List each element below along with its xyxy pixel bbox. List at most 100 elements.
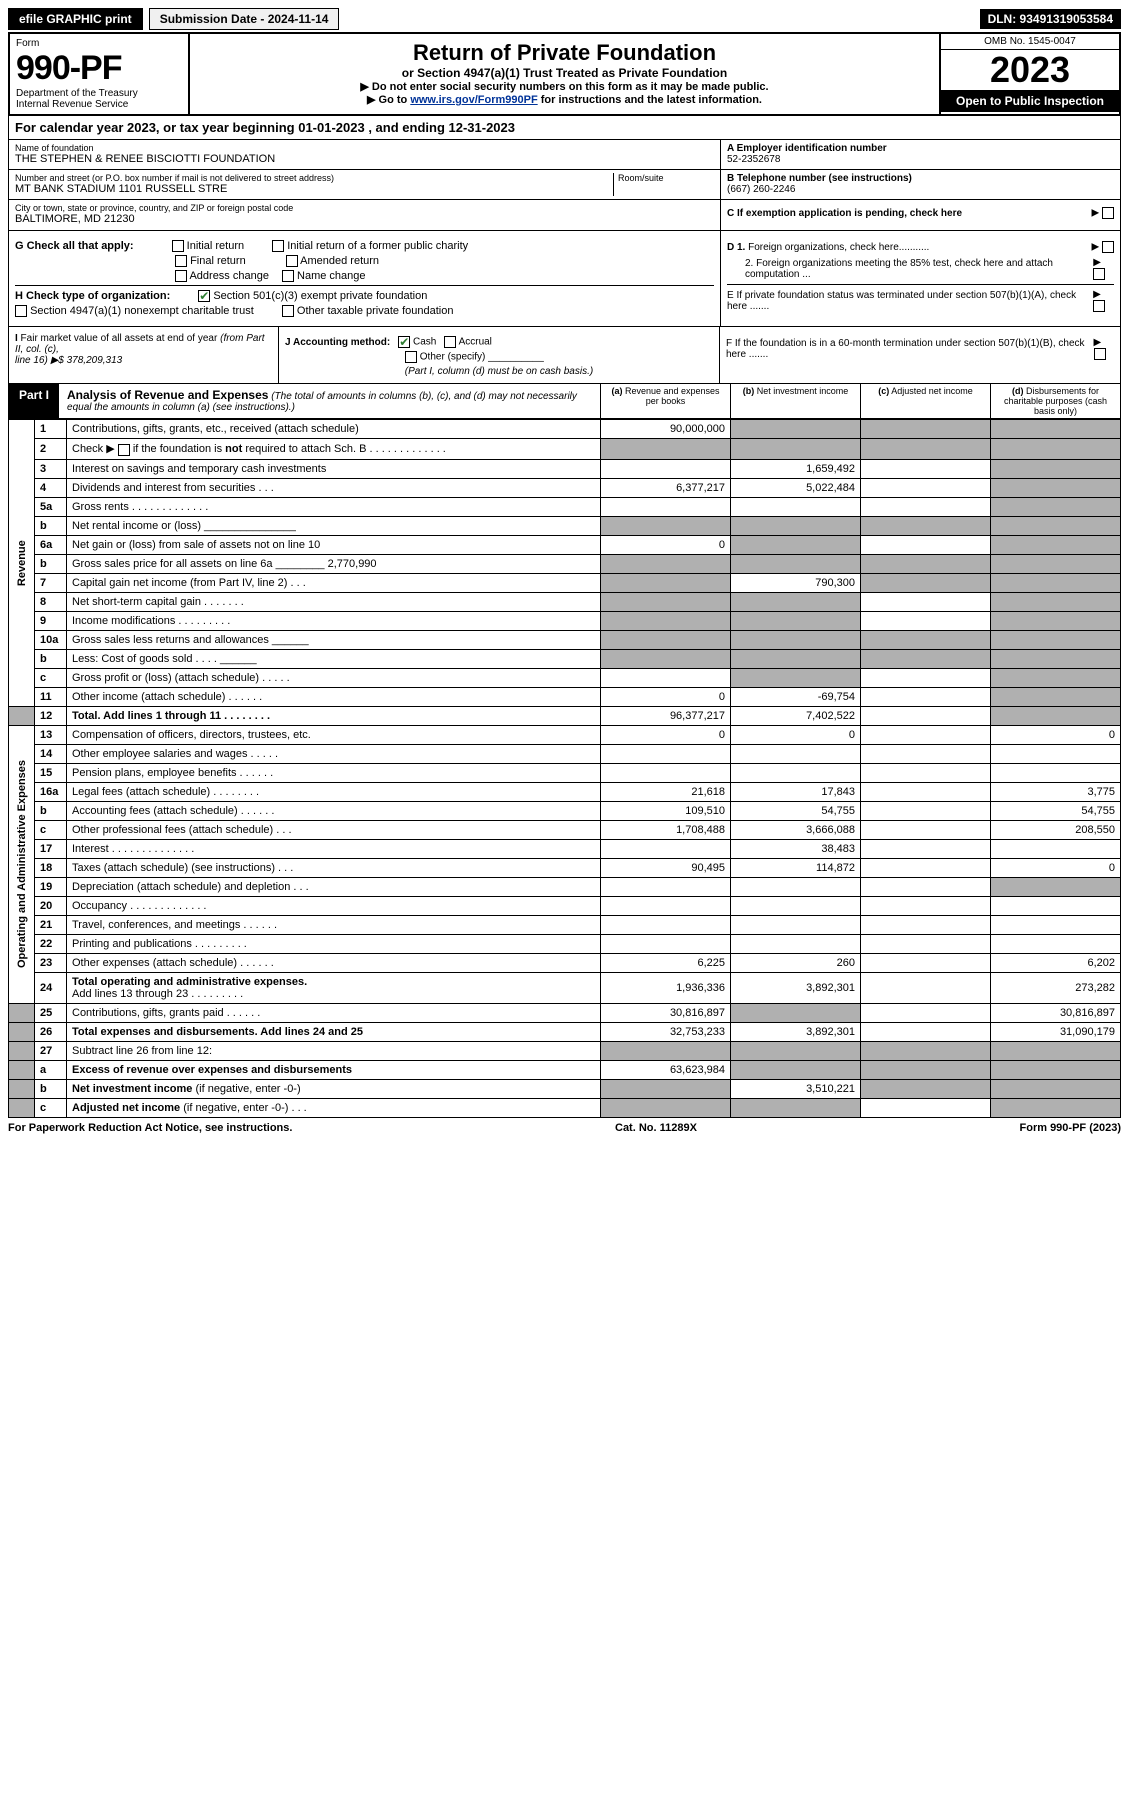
initial-return-checkbox[interactable] (172, 240, 184, 252)
line-10a-desc: Gross sales less returns and allowances … (67, 630, 601, 649)
table-row: 8 Net short-term capital gain . . . . . … (9, 592, 1121, 611)
col-b-head: (b) Net investment income (730, 384, 860, 418)
line-1-a: 90,000,000 (601, 420, 731, 439)
final-return-label: Final return (190, 255, 246, 267)
501c3-checkbox[interactable] (198, 290, 210, 302)
line-20-desc: Occupancy . . . . . . . . . . . . . (67, 896, 601, 915)
e-checkbox[interactable] (1093, 300, 1105, 312)
instr-2: ▶ Go to www.irs.gov/Form990PF for instru… (196, 93, 933, 106)
accrual-checkbox[interactable] (444, 336, 456, 348)
identity-section: Name of foundation THE STEPHEN & RENEE B… (8, 140, 1121, 231)
exemption-checkbox[interactable] (1102, 207, 1114, 219)
line-26-a: 32,753,233 (601, 1022, 731, 1041)
f-label: F If the foundation is in a 60-month ter… (726, 338, 1094, 360)
line-19-desc: Depreciation (attach schedule) and deple… (67, 877, 601, 896)
line-7-b: 790,300 (731, 573, 861, 592)
table-row: Operating and Administrative Expenses 13… (9, 725, 1121, 744)
table-row: 18 Taxes (attach schedule) (see instruct… (9, 858, 1121, 877)
line-1-b (731, 420, 861, 439)
dept-treasury: Department of the Treasury (16, 88, 182, 99)
other-method-checkbox[interactable] (405, 351, 417, 363)
name-change-checkbox[interactable] (282, 270, 294, 282)
line-14-desc: Other employee salaries and wages . . . … (67, 744, 601, 763)
efile-button[interactable]: efile GRAPHIC print (8, 8, 143, 30)
d2-checkbox[interactable] (1093, 268, 1105, 280)
line-25-d: 30,816,897 (991, 1003, 1121, 1022)
line-6a-a: 0 (601, 535, 731, 554)
line-3-b: 1,659,492 (731, 459, 861, 478)
line-27a-a: 63,623,984 (601, 1060, 731, 1079)
table-row: 24 Total operating and administrative ex… (9, 972, 1121, 1003)
table-row: 14 Other employee salaries and wages . .… (9, 744, 1121, 763)
other-taxable-label: Other taxable private foundation (297, 305, 454, 317)
phone-label: B Telephone number (see instructions) (727, 173, 1114, 184)
line-4-b: 5,022,484 (731, 478, 861, 497)
line-24-d: 273,282 (991, 972, 1121, 1003)
part1-table: Revenue 1 Contributions, gifts, grants, … (8, 419, 1121, 1117)
line-3-desc: Interest on savings and temporary cash i… (67, 459, 601, 478)
line-23-d: 6,202 (991, 953, 1121, 972)
form-title: Return of Private Foundation (196, 40, 933, 66)
top-bar: efile GRAPHIC print Submission Date - 20… (8, 8, 1121, 30)
line-16b-b: 54,755 (731, 801, 861, 820)
line-16a-b: 17,843 (731, 782, 861, 801)
line-25-a: 30,816,897 (601, 1003, 731, 1022)
d1-checkbox[interactable] (1102, 241, 1114, 253)
table-row: 22 Printing and publications . . . . . .… (9, 934, 1121, 953)
initial-return-label: Initial return (187, 240, 244, 252)
table-row: Revenue 1 Contributions, gifts, grants, … (9, 420, 1121, 439)
line-23-b: 260 (731, 953, 861, 972)
table-row: 19 Depreciation (attach schedule) and de… (9, 877, 1121, 896)
i-label: I Fair market value of all assets at end… (15, 333, 272, 355)
line-22-desc: Printing and publications . . . . . . . … (67, 934, 601, 953)
room-label: Room/suite (618, 173, 714, 183)
table-row: a Excess of revenue over expenses and di… (9, 1060, 1121, 1079)
expenses-side-label: Operating and Administrative Expenses (9, 725, 35, 1003)
submission-date-button[interactable]: Submission Date - 2024-11-14 (149, 8, 340, 30)
form-word: Form (16, 38, 182, 49)
amended-return-checkbox[interactable] (286, 255, 298, 267)
line-5a-desc: Gross rents . . . . . . . . . . . . . (67, 497, 601, 516)
exemption-checkbox-group: ▶ (1092, 207, 1114, 219)
form-header: Form 990-PF Department of the Treasury I… (8, 32, 1121, 116)
table-row: 21 Travel, conferences, and meetings . .… (9, 915, 1121, 934)
foundation-name: THE STEPHEN & RENEE BISCIOTTI FOUNDATION (15, 153, 714, 165)
table-row: 26 Total expenses and disbursements. Add… (9, 1022, 1121, 1041)
table-row: b Net investment income (if negative, en… (9, 1079, 1121, 1098)
address-change-checkbox[interactable] (175, 270, 187, 282)
other-taxable-checkbox[interactable] (282, 305, 294, 317)
line-2-desc: Check ▶ if the foundation is not require… (67, 439, 601, 459)
line-1-num: 1 (35, 420, 67, 439)
city-label: City or town, state or province, country… (15, 203, 714, 213)
line-18-desc: Taxes (attach schedule) (see instruction… (67, 858, 601, 877)
dln-label: DLN: 93491319053584 (980, 9, 1121, 29)
table-row: 11 Other income (attach schedule) . . . … (9, 687, 1121, 706)
line-16b-desc: Accounting fees (attach schedule) . . . … (67, 801, 601, 820)
table-row: 15 Pension plans, employee benefits . . … (9, 763, 1121, 782)
line-9-desc: Income modifications . . . . . . . . . (67, 611, 601, 630)
table-row: 5a Gross rents . . . . . . . . . . . . . (9, 497, 1121, 516)
line-10c-desc: Gross profit or (loss) (attach schedule)… (67, 668, 601, 687)
table-row: 6a Net gain or (loss) from sale of asset… (9, 535, 1121, 554)
table-row: 17 Interest . . . . . . . . . . . . . . … (9, 839, 1121, 858)
schb-checkbox[interactable] (118, 444, 130, 456)
4947-checkbox[interactable] (15, 305, 27, 317)
table-row: 23 Other expenses (attach schedule) . . … (9, 953, 1121, 972)
initial-former-checkbox[interactable] (272, 240, 284, 252)
address-change-label: Address change (189, 270, 269, 282)
irs-link[interactable]: www.irs.gov/Form990PF (410, 94, 537, 106)
table-row: 16a Legal fees (attach schedule) . . . .… (9, 782, 1121, 801)
table-row: 3 Interest on savings and temporary cash… (9, 459, 1121, 478)
table-row: c Adjusted net income (if negative, ente… (9, 1098, 1121, 1117)
line-13-d: 0 (991, 725, 1121, 744)
cash-checkbox[interactable] (398, 336, 410, 348)
h-label: H Check type of organization: (15, 290, 170, 302)
instr2-pre: ▶ Go to (367, 94, 410, 106)
line-13-desc: Compensation of officers, directors, tru… (67, 725, 601, 744)
f-checkbox[interactable] (1094, 348, 1106, 360)
part1-header: Part I Analysis of Revenue and Expenses … (8, 384, 1121, 419)
final-return-checkbox[interactable] (175, 255, 187, 267)
line-6a-desc: Net gain or (loss) from sale of assets n… (67, 535, 601, 554)
table-row: 20 Occupancy . . . . . . . . . . . . . (9, 896, 1121, 915)
initial-former-label: Initial return of a former public charit… (287, 240, 468, 252)
